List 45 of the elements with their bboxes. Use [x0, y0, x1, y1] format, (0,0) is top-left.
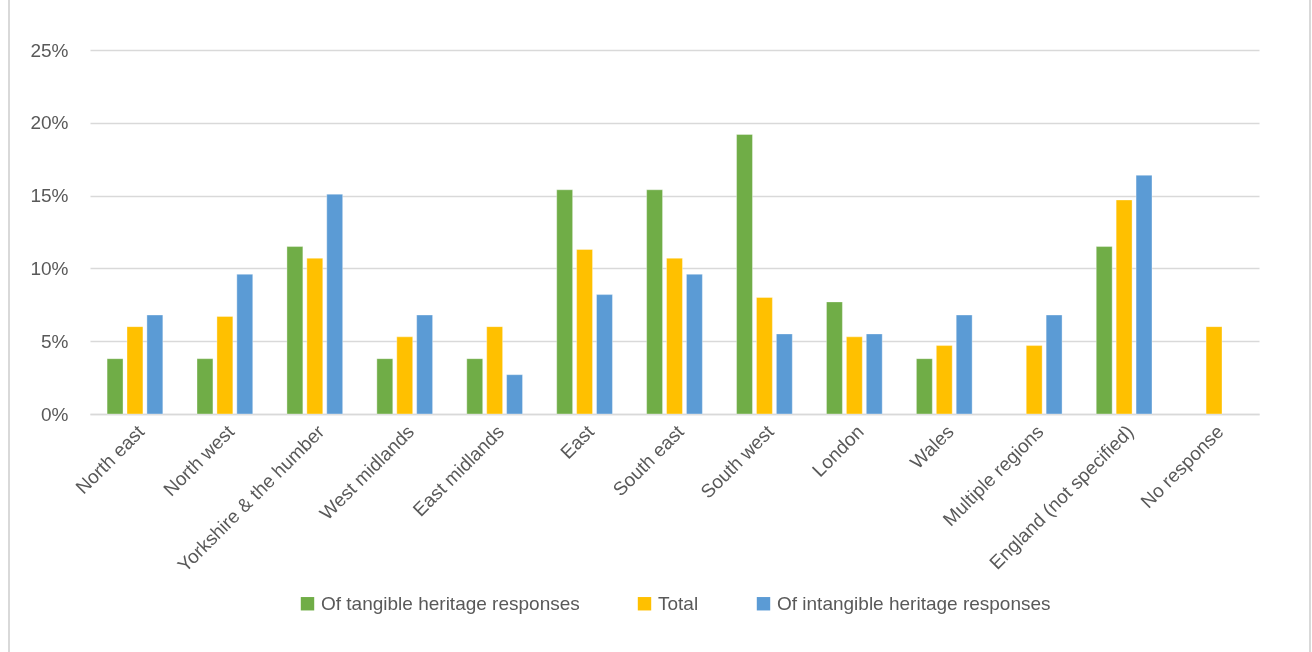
y-tick-label: 15% [30, 185, 69, 207]
legend-label: Total [658, 592, 699, 614]
y-tick-label: 20% [30, 112, 69, 134]
bar [216, 316, 234, 415]
bar [106, 358, 124, 415]
bar [1045, 314, 1063, 415]
bar [666, 257, 683, 415]
bar [146, 314, 164, 415]
bar [916, 358, 933, 415]
bar [1135, 174, 1153, 415]
bar [736, 134, 753, 415]
bar [466, 358, 484, 415]
bar [596, 294, 613, 415]
bar [126, 326, 144, 415]
bar [1025, 345, 1043, 415]
bar [306, 257, 324, 415]
bar [486, 326, 503, 415]
y-tick-label: 10% [30, 257, 69, 279]
bar [1095, 246, 1113, 415]
bar [286, 246, 304, 415]
bar [776, 333, 793, 415]
bar [556, 189, 573, 415]
bar [846, 336, 863, 415]
bar [506, 374, 523, 415]
y-tick-label: 25% [30, 39, 69, 61]
legend-label: Of intangible heritage responses [777, 592, 1051, 614]
y-tick-label: 5% [41, 330, 69, 352]
legend-label: Of tangible heritage responses [321, 592, 580, 614]
bar [1205, 326, 1223, 415]
bar [865, 333, 883, 415]
y-tick-label: 0% [41, 403, 69, 425]
bar [376, 358, 394, 415]
bar [646, 189, 663, 415]
bar [756, 297, 773, 415]
bar [326, 193, 343, 415]
bar [416, 314, 433, 415]
bar [936, 345, 953, 415]
bar [826, 301, 843, 415]
bar [955, 314, 973, 415]
bar [196, 358, 214, 415]
bar [236, 273, 254, 415]
bar [576, 249, 593, 415]
bar [686, 273, 703, 415]
bar [396, 336, 413, 415]
bar [1115, 199, 1133, 415]
